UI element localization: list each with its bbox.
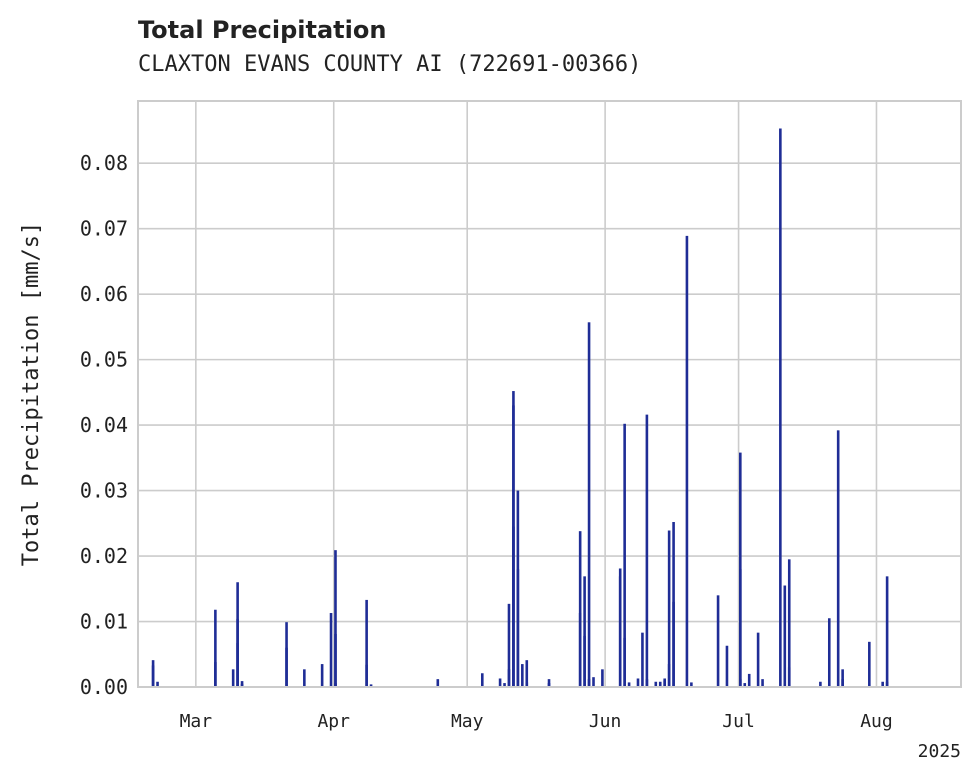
- y-tick-labels: 0.00 0.01 0.02 0.03 0.04 0.05 0.06 0.07 0.08: [80, 151, 128, 699]
- precipitation-bar: [672, 601, 675, 687]
- precipitation-bar: [885, 681, 889, 687]
- precipitation-bar: [214, 662, 217, 687]
- precipitation-bar: [480, 673, 484, 687]
- precipitation-bar: [663, 680, 666, 687]
- precipitation-bar: [436, 679, 440, 687]
- precipitation-bar: [503, 683, 506, 687]
- precipitation-bar: [151, 660, 155, 687]
- precipitation-bar: [739, 569, 742, 687]
- y-tick-label: 0.02: [80, 544, 128, 568]
- precipitation-bar: [787, 667, 791, 687]
- precipitation-bar: [827, 618, 831, 687]
- x-tick-label: May: [451, 711, 484, 732]
- precipitation-bar: [578, 613, 582, 687]
- x-tick-label: Mar: [180, 711, 213, 732]
- y-tick-label: 0.03: [80, 479, 128, 503]
- y-tick-label: 0.08: [80, 151, 128, 175]
- precipitation-bar: [516, 569, 520, 687]
- y-tick-label: 0.07: [80, 217, 128, 241]
- x-tick-label: Jun: [589, 711, 622, 732]
- y-tick-label: 0.04: [80, 413, 128, 437]
- precipitation-bar: [583, 576, 586, 687]
- precipitation-bar: [334, 550, 337, 687]
- precipitation-bar: [690, 682, 693, 687]
- precipitation-bar: [783, 585, 787, 687]
- precipitation-bar: [716, 595, 720, 687]
- y-axis-label: Total Precipitation [mm/s]: [19, 222, 44, 566]
- precipitation-bar: [369, 684, 373, 687]
- precipitation-bar: [623, 423, 626, 687]
- precipitation-bar: [841, 679, 844, 687]
- precipitation-bar: [512, 405, 515, 687]
- precipitation-bar: [841, 669, 844, 687]
- precipitation-bar: [587, 322, 591, 687]
- precipitation-bar: [743, 683, 747, 687]
- y-tick-label: 0.00: [80, 675, 128, 699]
- precipitation-bar: [507, 603, 511, 687]
- precipitation-bar: [747, 673, 751, 687]
- precipitation-bar: [592, 677, 595, 687]
- bars-series: [151, 128, 889, 687]
- precipitation-bar: [627, 682, 631, 687]
- precipitation-bar: [240, 681, 244, 687]
- precipitation-bar: [636, 678, 640, 687]
- precipitation-bar: [334, 683, 337, 687]
- precipitation-bar: [285, 647, 288, 687]
- chart-subtitle: CLAXTON EVANS COUNTY AI (722691-00366): [138, 52, 642, 77]
- precipitation-bar: [868, 641, 871, 687]
- precipitation-bar: [303, 669, 306, 687]
- precipitation-bar: [645, 414, 649, 687]
- precipitation-bar: [365, 599, 368, 687]
- precipitation-bar: [578, 531, 582, 687]
- chart-title: Total Precipitation: [138, 16, 387, 44]
- precipitation-bar: [756, 632, 760, 687]
- precipitation-bar: [685, 235, 689, 687]
- precipitation-bar: [214, 609, 217, 687]
- x-tick-labels: Mar Apr May Jun Jul Aug: [180, 711, 893, 732]
- x-tick-label: Apr: [317, 711, 350, 732]
- precipitation-bar: [618, 568, 622, 687]
- precipitation-bar: [819, 681, 822, 687]
- precipitation-bar: [836, 430, 840, 687]
- precipitation-bar: [525, 660, 529, 687]
- precipitation-bar: [231, 669, 235, 687]
- precipitation-bar: [787, 559, 791, 687]
- precipitation-bar: [739, 679, 742, 687]
- y-tick-label: 0.05: [80, 348, 128, 372]
- x-tick-label: Jul: [722, 711, 755, 732]
- precipitation-bar: [725, 645, 729, 687]
- precipitation-bar: [885, 576, 889, 687]
- precipitation-bar: [658, 681, 662, 687]
- precipitation-bar: [654, 681, 658, 687]
- year-label: 2025: [918, 741, 961, 762]
- precipitation-bar: [583, 635, 586, 687]
- precipitation-bar: [667, 530, 671, 687]
- grid-lines: [138, 101, 961, 687]
- precipitation-bar: [156, 681, 159, 687]
- plot-frame: [137, 100, 962, 688]
- precipitation-bar: [779, 128, 782, 687]
- precipitation-bar: [601, 669, 604, 687]
- precipitation-bar: [320, 664, 324, 687]
- precipitation-bar: [329, 613, 333, 687]
- precipitation-bar: [761, 679, 764, 687]
- precipitation-bar: [641, 632, 644, 687]
- precipitation-bar: [498, 678, 502, 687]
- x-tick-label: Aug: [860, 711, 893, 732]
- precipitation-bar: [236, 582, 239, 687]
- precipitation-bar: [881, 681, 884, 687]
- precipitation-bar: [547, 683, 551, 687]
- precipitation-bar: [521, 664, 524, 687]
- y-tick-label: 0.01: [80, 610, 128, 634]
- y-tick-label: 0.06: [80, 282, 128, 306]
